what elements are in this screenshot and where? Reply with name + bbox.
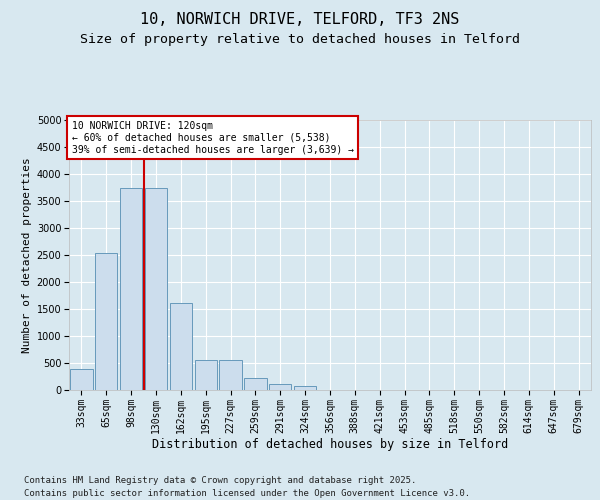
Bar bbox=[95, 254, 118, 390]
Bar bbox=[220, 360, 242, 390]
Text: Size of property relative to detached houses in Telford: Size of property relative to detached ho… bbox=[80, 32, 520, 46]
Text: 10, NORWICH DRIVE, TELFORD, TF3 2NS: 10, NORWICH DRIVE, TELFORD, TF3 2NS bbox=[140, 12, 460, 28]
Bar bbox=[70, 370, 92, 390]
Bar bbox=[145, 188, 167, 390]
Bar bbox=[170, 302, 192, 390]
Bar bbox=[244, 378, 266, 390]
Y-axis label: Number of detached properties: Number of detached properties bbox=[22, 157, 32, 353]
Text: Contains HM Land Registry data © Crown copyright and database right 2025.: Contains HM Land Registry data © Crown c… bbox=[24, 476, 416, 485]
Text: Contains public sector information licensed under the Open Government Licence v3: Contains public sector information licen… bbox=[24, 489, 470, 498]
X-axis label: Distribution of detached houses by size in Telford: Distribution of detached houses by size … bbox=[152, 438, 508, 452]
Text: 10 NORWICH DRIVE: 120sqm
← 60% of detached houses are smaller (5,538)
39% of sem: 10 NORWICH DRIVE: 120sqm ← 60% of detach… bbox=[71, 122, 353, 154]
Bar bbox=[269, 384, 292, 390]
Bar bbox=[294, 386, 316, 390]
Bar bbox=[194, 360, 217, 390]
Bar bbox=[120, 188, 142, 390]
